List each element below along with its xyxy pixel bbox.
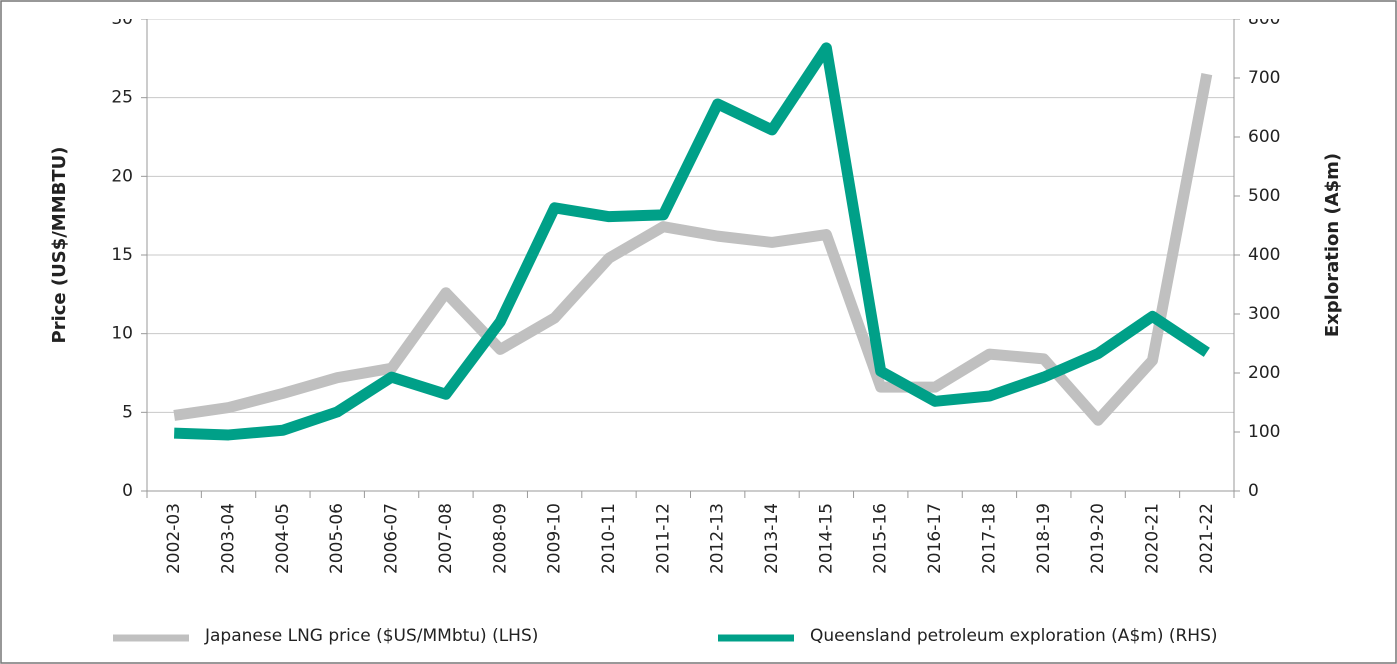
x-tick-label: 2019-20 xyxy=(1088,503,1108,574)
y2-tick-label: 700 xyxy=(1248,68,1280,88)
legend-label: Queensland petroleum exploration (A$m) (… xyxy=(810,626,1218,646)
legend-label: Japanese LNG price ($US/MMbtu) (LHS) xyxy=(204,626,538,646)
x-tick-label: 2009-10 xyxy=(545,503,565,574)
y-tick-label: 0 xyxy=(122,481,133,501)
x-tick-label: 2003-04 xyxy=(219,503,239,574)
y2-axis-label: Exploration (A$m) xyxy=(1322,153,1343,337)
x-tick-label: 2007-08 xyxy=(436,503,456,574)
x-tick-label: 2021-22 xyxy=(1197,503,1217,574)
y2-tick-label: 100 xyxy=(1248,422,1280,442)
y-tick-label: 20 xyxy=(111,166,133,186)
series-line xyxy=(173,42,1210,441)
plot: 0510152025300100200300400500600700800200… xyxy=(111,9,1280,574)
y-tick-label: 5 xyxy=(122,402,133,422)
x-tick-label: 2018-19 xyxy=(1034,503,1054,574)
y2-tick-label: 400 xyxy=(1248,245,1280,265)
y-tick-label: 10 xyxy=(111,324,133,344)
x-tick-label: 2002-03 xyxy=(164,503,184,574)
x-tick-label: 2013-14 xyxy=(762,503,782,574)
x-tick-label: 2011-12 xyxy=(653,503,673,574)
y2-tick-label: 300 xyxy=(1248,304,1280,324)
x-tick-label: 2010-11 xyxy=(599,503,619,574)
x-tick-label: 2014-15 xyxy=(816,503,836,574)
x-tick-label: 2016-17 xyxy=(925,503,945,574)
y-tick-label: 25 xyxy=(111,88,133,108)
x-tick-label: 2015-16 xyxy=(871,503,891,574)
x-tick-label: 2004-05 xyxy=(273,503,293,574)
y2-tick-label: 800 xyxy=(1248,9,1280,29)
x-tick-label: 2020-21 xyxy=(1142,503,1162,574)
y-tick-label: 30 xyxy=(111,9,133,29)
y2-tick-label: 500 xyxy=(1248,186,1280,206)
y-axis-label: Price (US$/MMBTU) xyxy=(49,147,70,344)
x-tick-label: 2008-09 xyxy=(490,503,510,574)
y-tick-label: 15 xyxy=(111,245,133,265)
x-tick-label: 2017-18 xyxy=(979,503,999,574)
x-tick-label: 2005-06 xyxy=(327,503,347,574)
y2-tick-label: 600 xyxy=(1248,127,1280,147)
y2-tick-label: 0 xyxy=(1248,481,1259,501)
series-line xyxy=(173,73,1213,426)
x-tick-label: 2012-13 xyxy=(708,503,728,574)
x-tick-label: 2006-07 xyxy=(382,503,402,574)
y2-tick-label: 200 xyxy=(1248,363,1280,383)
